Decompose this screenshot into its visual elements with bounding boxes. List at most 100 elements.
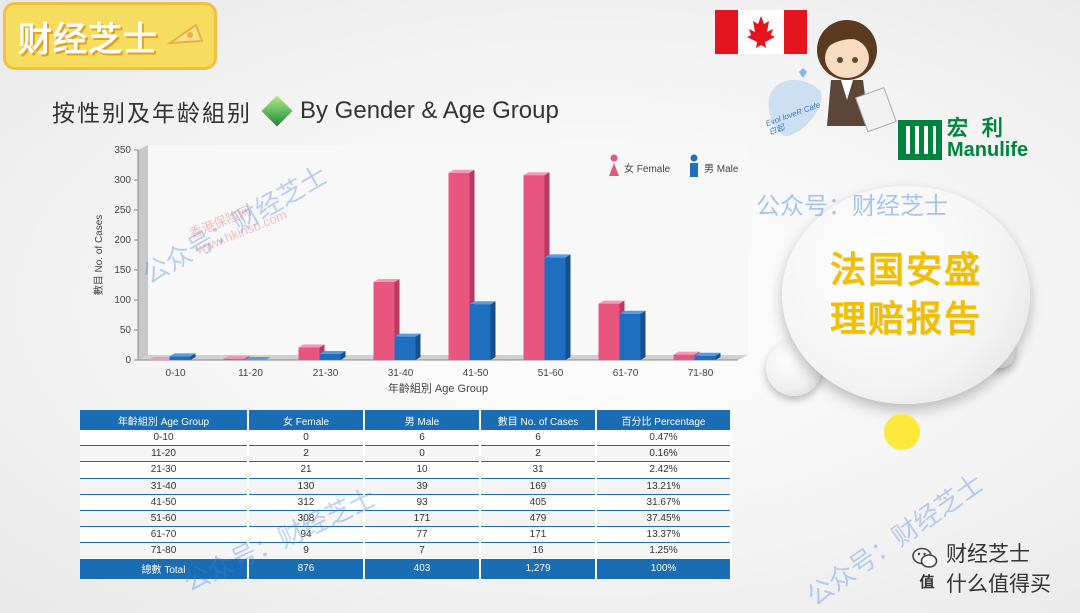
cell-male: 6 xyxy=(364,430,481,447)
logo-en: Manulife xyxy=(947,139,1029,162)
bar-top xyxy=(394,333,421,337)
bar-male xyxy=(394,336,416,360)
cell-cases: 6 xyxy=(480,430,597,447)
bar-top xyxy=(244,357,271,360)
bar-male xyxy=(619,313,641,360)
cell-male: 39 xyxy=(364,478,481,495)
bar-female xyxy=(373,282,395,360)
table-row: 41-50 312 93 405 31.67% xyxy=(80,494,732,511)
x-axis-title: 年齡組別 Age Group xyxy=(388,381,488,395)
cell-female: 9 xyxy=(248,542,365,560)
cell-age: 61-70 xyxy=(80,526,249,544)
green-diamond-icon xyxy=(261,95,293,127)
bar-female xyxy=(298,347,320,360)
page-title: 按性别及年龄組别 By Gender & Age Group xyxy=(52,94,559,128)
chart-side-wall xyxy=(138,145,148,360)
bar-female xyxy=(523,175,545,360)
total-cases: 1,279 xyxy=(480,559,597,579)
cell-age: 31-40 xyxy=(80,478,249,495)
cell-male: 0 xyxy=(364,445,481,463)
cell-age: 0-10 xyxy=(80,430,249,447)
cell-male: 10 xyxy=(364,461,481,479)
y-tick-label: 50 xyxy=(120,325,132,336)
total-female: 876 xyxy=(248,559,365,579)
total-male: 403 xyxy=(364,559,481,579)
zhi-badge-icon: 值 xyxy=(919,573,935,591)
cell-age: 71-80 xyxy=(80,542,249,560)
x-tick-label: 21-30 xyxy=(313,368,339,379)
wechat-icon xyxy=(912,547,938,568)
bar-male xyxy=(169,356,191,360)
age-gender-bar-chart: 0 50 100 150 200 250 300 350 0-10 11-20 21-30 31-40… xyxy=(92,145,748,395)
table-row: 71-80 9 7 16 1.25% xyxy=(80,542,732,560)
bar-side xyxy=(244,355,250,360)
col-header-female: 女 Female xyxy=(248,410,365,430)
cell-cases: 2 xyxy=(480,445,597,463)
bar-top xyxy=(694,352,721,356)
x-tick-label: 71-80 xyxy=(688,368,714,379)
bar-top xyxy=(223,355,250,359)
bubble-line1: 法国安盛 xyxy=(829,249,982,291)
bar-female xyxy=(448,172,470,360)
cell-female: 130 xyxy=(248,478,365,495)
bar-top xyxy=(148,357,175,360)
cell-percentage: 2.42% xyxy=(596,461,732,479)
table-row: 21-30 21 10 31 2.42% xyxy=(80,461,732,479)
bar-top xyxy=(619,310,646,314)
cell-male: 7 xyxy=(364,542,481,560)
y-tick-label: 300 xyxy=(114,175,131,186)
brand-badge: 财经芝士 xyxy=(3,2,217,70)
bar-male xyxy=(694,355,716,360)
bar-top xyxy=(673,351,700,355)
y-tick-label: 250 xyxy=(114,205,131,216)
legend-person-head xyxy=(690,154,698,162)
bar-side xyxy=(190,353,196,360)
col-header-cases: 數目 No. of Cases xyxy=(480,410,597,430)
col-header-age: 年齡組別 Age Group xyxy=(80,410,249,430)
title-zh: 按性别及年龄組别 xyxy=(52,100,252,126)
x-tick-label: 31-40 xyxy=(388,368,414,379)
table-row: 51-60 308 171 479 37.45% xyxy=(80,510,732,528)
y-tick-label: 200 xyxy=(114,235,131,246)
y-tick-label: 150 xyxy=(114,265,131,276)
bar-top xyxy=(523,172,550,176)
cell-female: 94 xyxy=(248,526,365,544)
cell-female: 2 xyxy=(248,445,365,463)
bar-female xyxy=(598,303,620,360)
table-row: 31-40 130 39 169 13.21% xyxy=(80,478,732,495)
bar-female xyxy=(223,358,245,360)
y-axis-title: 數目 No. of Cases xyxy=(92,215,105,296)
bar-top xyxy=(373,279,400,282)
yellow-dot xyxy=(884,414,920,450)
x-tick-label: 61-70 xyxy=(613,368,639,379)
bar-side xyxy=(565,254,571,360)
bar-side xyxy=(415,333,421,360)
manulife-mark-icon xyxy=(898,119,942,160)
manulife-logo: 宏 利 Manulife xyxy=(898,117,1029,162)
bar-top xyxy=(319,351,346,354)
x-tick-label: 11-20 xyxy=(238,368,263,379)
cell-age: 41-50 xyxy=(80,494,249,511)
chart-back-wall xyxy=(148,145,748,355)
bottom-brand: 值 财经芝士 什么值得买 xyxy=(912,538,1051,598)
bar-top xyxy=(469,301,496,305)
table-total-row: 總數 Total 876 403 1,279 100% xyxy=(80,559,732,579)
bar-male xyxy=(319,354,341,360)
cell-female: 21 xyxy=(248,461,365,479)
report-title-bubble: 法国安盛 理赔报告 xyxy=(782,186,1030,404)
bar-male xyxy=(544,257,566,360)
cell-cases: 16 xyxy=(480,542,597,560)
cell-percentage: 37.45% xyxy=(596,510,732,528)
cell-male: 171 xyxy=(364,510,481,528)
cell-female: 312 xyxy=(248,494,365,511)
cell-age: 51-60 xyxy=(80,510,249,528)
bar-top xyxy=(448,169,475,173)
title-en: By Gender & Age Group xyxy=(300,97,559,124)
cell-female: 0 xyxy=(248,430,365,447)
cell-percentage: 0.16% xyxy=(596,445,732,463)
bar-top xyxy=(598,300,625,304)
cell-age: 11-20 xyxy=(80,445,249,463)
legend-label: 男 Male xyxy=(704,163,739,175)
cell-cases: 169 xyxy=(480,478,597,495)
x-tick-label: 41-50 xyxy=(463,368,489,379)
